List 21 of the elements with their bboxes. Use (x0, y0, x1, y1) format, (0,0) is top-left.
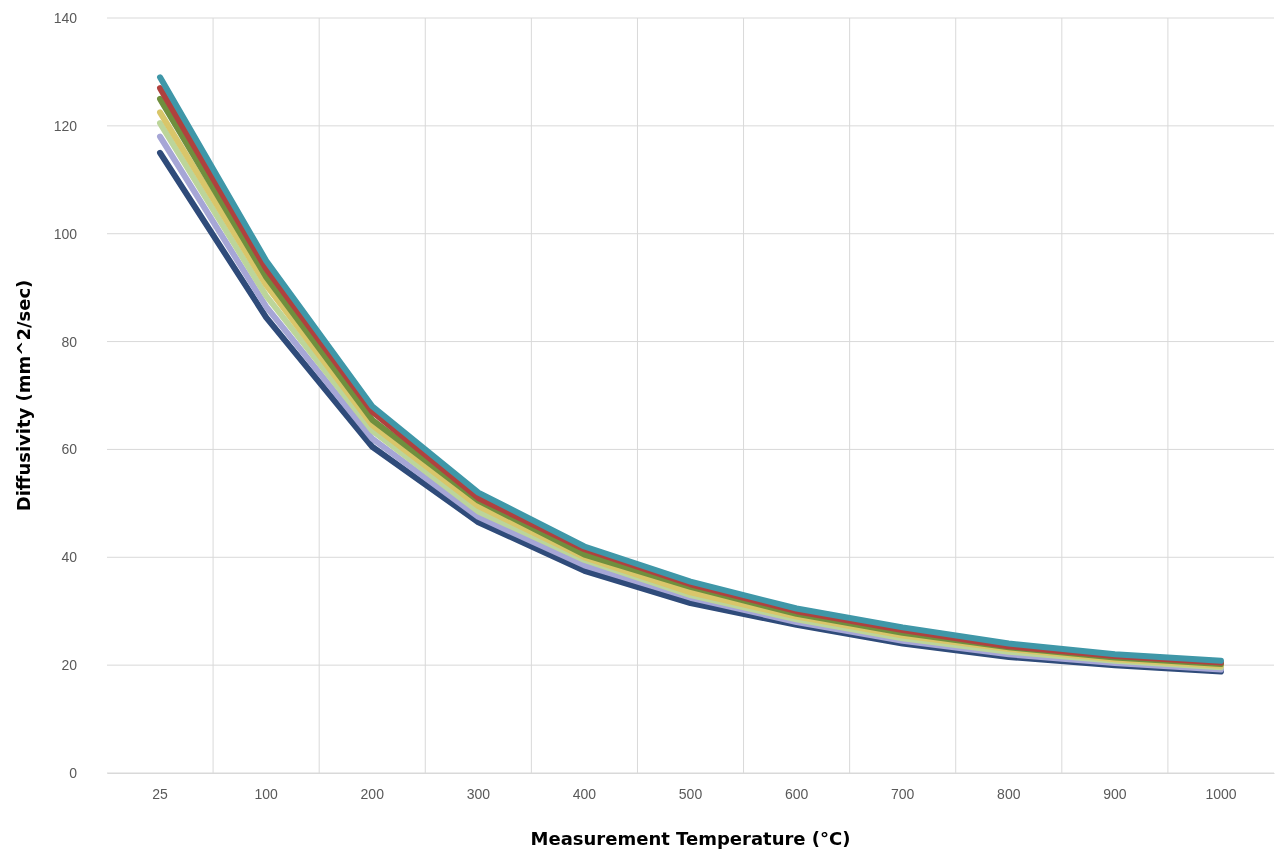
y-tick-label: 60 (61, 441, 78, 458)
x-tick-label: 200 (360, 785, 385, 802)
y-tick-label: 140 (53, 9, 78, 26)
y-tick-label: 0 (69, 764, 78, 781)
x-tick-label: 700 (891, 785, 915, 802)
x-tick-label: 1000 (1205, 785, 1237, 802)
x-tick-label: 600 (784, 785, 809, 802)
x-tick-label: 300 (466, 785, 491, 802)
y-tick-label: 20 (61, 657, 78, 674)
x-tick-label: 500 (678, 785, 703, 802)
y-tick-label: 120 (53, 117, 78, 134)
x-tick-label: 100 (254, 785, 279, 802)
y-tick-label: 80 (61, 333, 78, 350)
x-tick-label: 800 (997, 785, 1021, 802)
x-axis-title: Measurement Temperature (°C) (530, 828, 851, 849)
y-tick-label: 100 (53, 225, 78, 242)
x-tick-label: 900 (1103, 785, 1127, 802)
y-axis-title: Diffusivity (mm^2/sec) (13, 279, 34, 512)
x-tick-label: 400 (572, 785, 597, 802)
y-tick-label: 40 (61, 549, 78, 566)
x-tick-label: 25 (152, 785, 169, 802)
